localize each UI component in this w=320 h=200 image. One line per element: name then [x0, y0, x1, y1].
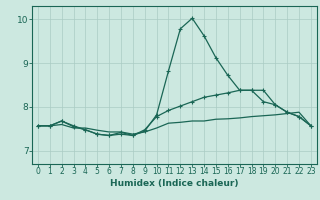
- X-axis label: Humidex (Indice chaleur): Humidex (Indice chaleur): [110, 179, 239, 188]
